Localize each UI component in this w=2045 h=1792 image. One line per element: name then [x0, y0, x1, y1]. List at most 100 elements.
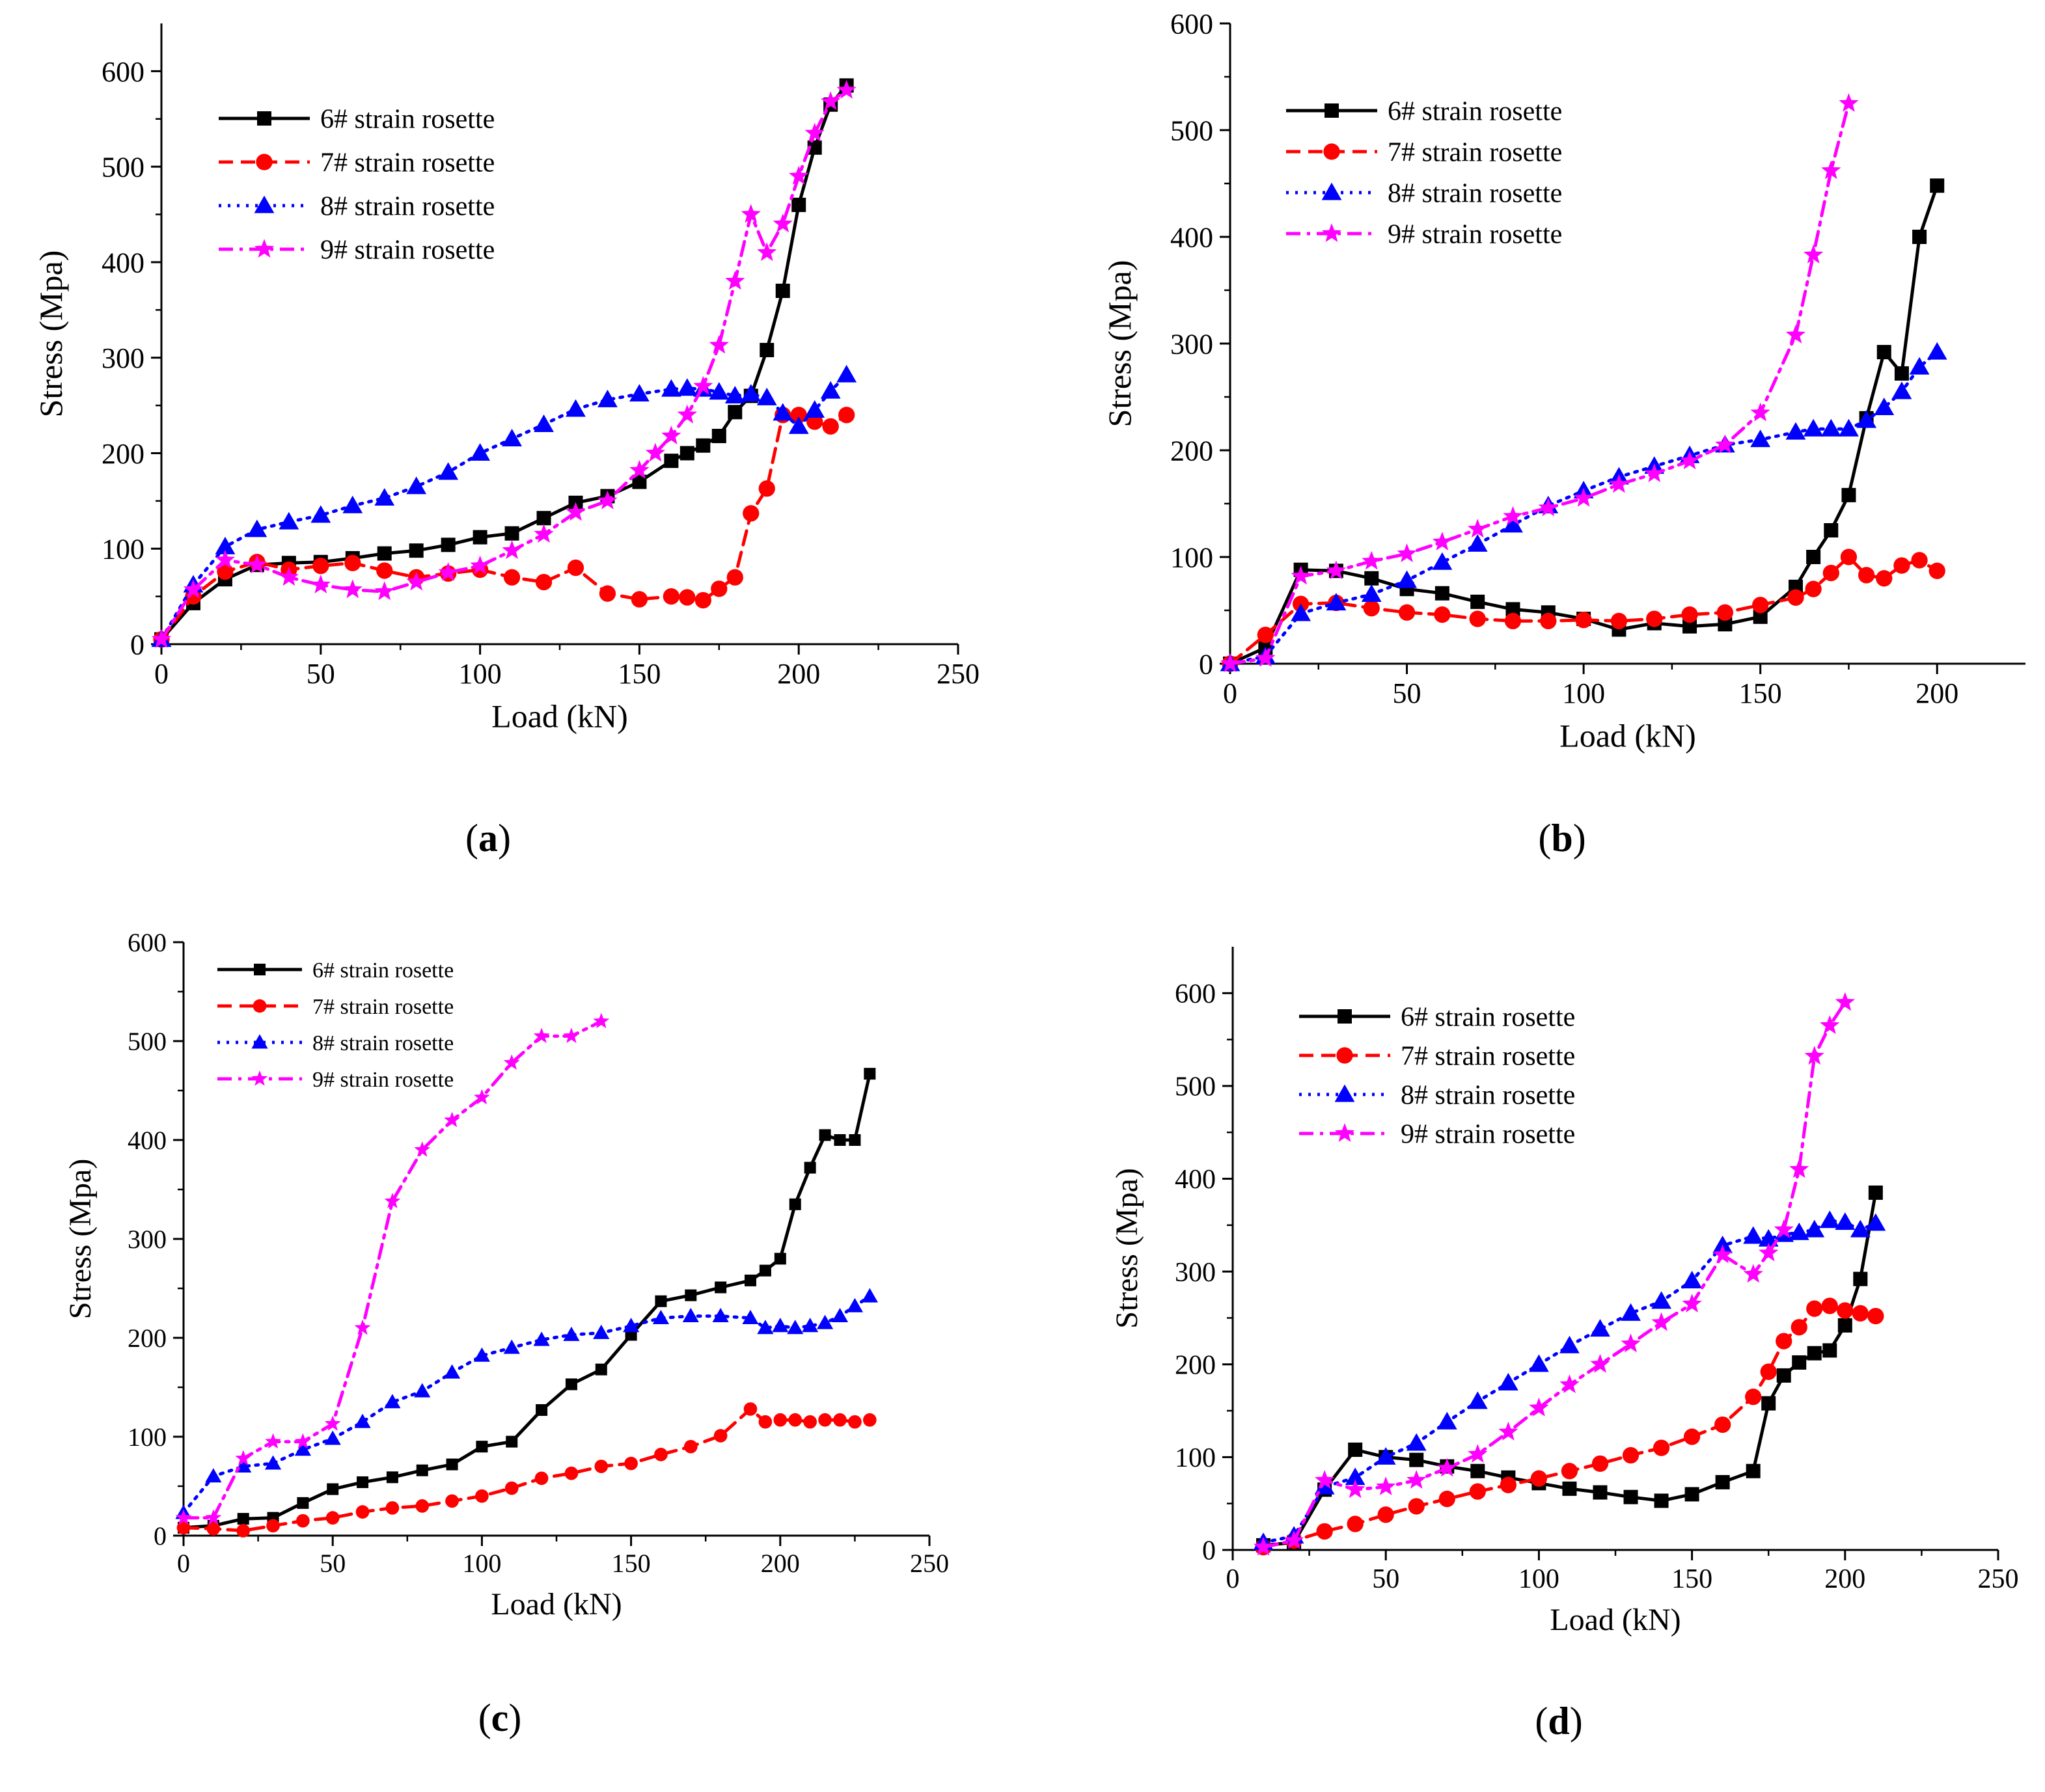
data-point — [1434, 586, 1449, 601]
data-point — [744, 1274, 756, 1286]
data-point — [325, 1511, 340, 1525]
data-point — [438, 562, 458, 581]
legend-label: 7# strain rosette — [1401, 1042, 1575, 1072]
data-point — [1819, 1210, 1840, 1229]
data-point — [848, 1415, 862, 1429]
data-point — [1835, 992, 1855, 1011]
data-point — [502, 429, 522, 446]
x-tick-label: 100 — [1562, 677, 1605, 709]
x-tick-label: 0 — [1223, 677, 1237, 709]
panel-label: (d) — [1535, 1700, 1582, 1743]
data-point — [726, 569, 743, 586]
data-point — [1398, 604, 1416, 621]
y-axis-label: Stress (Mpa) — [63, 1159, 98, 1320]
y-tick-label: 100 — [1170, 541, 1213, 573]
y-tick-label: 0 — [1202, 1536, 1216, 1566]
data-point — [679, 446, 694, 461]
data-point — [1821, 160, 1841, 180]
y-tick-label: 100 — [102, 534, 144, 565]
data-point — [1746, 1463, 1761, 1478]
y-tick-label: 500 — [1175, 1072, 1216, 1102]
data-point — [533, 1027, 550, 1043]
series-4 — [175, 1012, 610, 1525]
data-point — [476, 1441, 488, 1453]
data-point — [682, 1307, 699, 1323]
panel-label-letter: b — [1551, 817, 1572, 860]
data-point — [535, 573, 553, 591]
data-point — [1752, 597, 1769, 614]
series-line — [159, 88, 849, 642]
legend-marker — [254, 239, 275, 258]
data-point — [791, 197, 806, 212]
data-point — [1363, 600, 1380, 617]
data-point — [1375, 1446, 1396, 1465]
y-tick-label: 300 — [128, 1225, 167, 1254]
data-point — [565, 1378, 577, 1391]
data-point — [1437, 1458, 1457, 1477]
data-point — [1876, 570, 1893, 587]
data-point — [1397, 543, 1417, 562]
data-point — [310, 505, 331, 523]
panel-label-letter: d — [1548, 1700, 1569, 1743]
data-point — [1891, 381, 1912, 400]
data-point — [1820, 1015, 1840, 1035]
data-point — [1822, 564, 1839, 582]
data-point — [1837, 1318, 1852, 1333]
data-point — [597, 389, 618, 407]
data-point — [1362, 550, 1382, 570]
y-tick-label: 500 — [128, 1027, 167, 1056]
data-point — [384, 1394, 401, 1409]
y-tick-label: 0 — [130, 629, 144, 660]
y-tick-label: 600 — [102, 56, 144, 88]
data-point — [235, 1450, 252, 1465]
data-point — [1807, 1346, 1822, 1361]
data-point — [709, 334, 729, 354]
data-point — [217, 563, 234, 580]
legend-marker — [1338, 1009, 1352, 1024]
data-point — [593, 1012, 610, 1029]
data-point — [1874, 398, 1895, 415]
data-point — [728, 405, 743, 420]
data-point — [804, 122, 825, 142]
data-point — [1683, 1428, 1701, 1445]
data-point — [803, 1415, 817, 1429]
data-point — [536, 511, 551, 526]
data-point — [1377, 1506, 1394, 1523]
data-point — [1364, 571, 1379, 586]
chart-panel-2: 0 50 100 150 200 0 100 200 300 400 500 600 Load (kN)… — [1101, 8, 2025, 860]
panel-label-close: ) — [1570, 1700, 1583, 1743]
panel-label-close: ) — [498, 817, 511, 860]
data-point — [1436, 1411, 1457, 1430]
x-tick-label: 50 — [320, 1549, 346, 1578]
data-point — [342, 495, 363, 513]
data-point — [1893, 557, 1910, 574]
series-4 — [1253, 992, 1855, 1556]
data-point — [264, 1455, 282, 1470]
data-point — [377, 546, 392, 561]
data-point — [1750, 429, 1771, 448]
data-point — [536, 1404, 548, 1416]
data-point — [1348, 1442, 1363, 1457]
data-point — [804, 1161, 816, 1174]
x-axis-label: Load (kN) — [491, 1587, 622, 1622]
legend-label: 8# strain rosette — [1401, 1081, 1575, 1111]
data-point — [834, 1134, 846, 1146]
data-point — [1504, 612, 1522, 630]
panel-label-close: ) — [1573, 817, 1586, 860]
x-tick-label: 50 — [1393, 677, 1421, 709]
x-tick-label: 250 — [910, 1549, 949, 1578]
data-point — [1591, 1455, 1609, 1473]
data-point — [1682, 1271, 1702, 1288]
panel-label-open: ( — [1538, 817, 1551, 860]
data-point — [206, 1522, 221, 1536]
data-point — [623, 1318, 640, 1333]
data-point — [645, 442, 665, 462]
data-point — [506, 1435, 518, 1448]
data-point — [1470, 1463, 1485, 1478]
data-point — [1559, 1335, 1580, 1353]
data-point — [1715, 1474, 1730, 1489]
legend-label: 6# strain rosette — [312, 958, 454, 983]
data-point — [822, 418, 839, 435]
series-line — [182, 1407, 872, 1532]
